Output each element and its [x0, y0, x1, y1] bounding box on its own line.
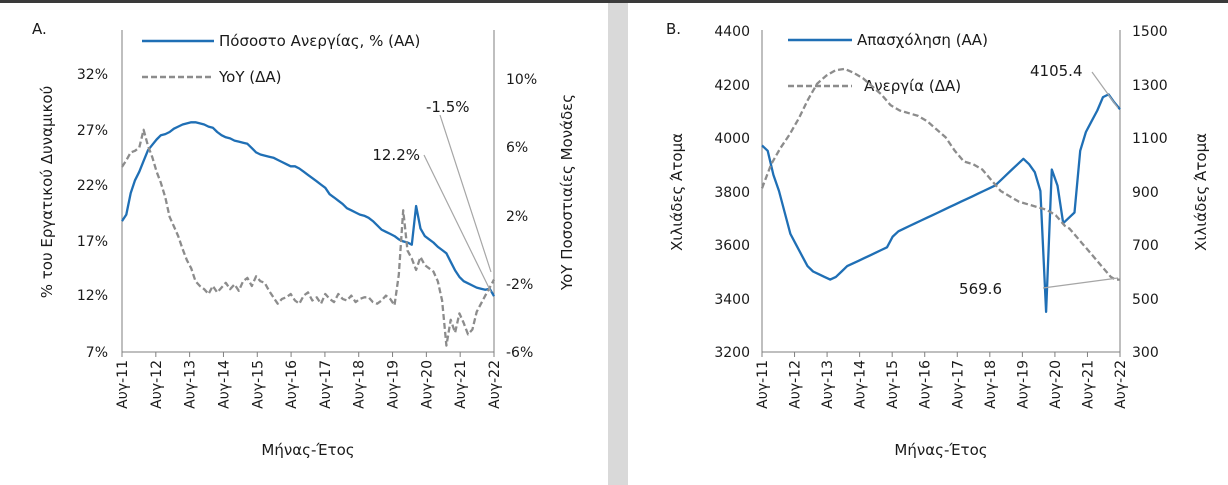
chart-b-right-tick: 1500 — [1132, 24, 1168, 40]
chart-b: B. 3200 3400 3600 3800 4000 4200 4400 30… — [666, 20, 1210, 459]
annotation-label-yoy: -1.5% — [426, 98, 470, 116]
panel-label-b: B. — [666, 20, 681, 38]
chart-b-x-tick-label: Αυγ-15 — [885, 360, 901, 409]
chart-a-right-tick: -6% — [506, 345, 533, 361]
chart-a-x-tick-label: Αυγ-11 — [115, 360, 131, 409]
legend-label-unemployment: Ανεργία (ΔΑ) — [864, 77, 961, 95]
chart-a-x-tick-label: Αυγ-13 — [183, 360, 199, 409]
chart-a-x-tick-label: Αυγ-20 — [419, 360, 435, 409]
chart-b-x-tick-label: Αυγ-17 — [950, 360, 966, 409]
chart-b-x-ticks: Αυγ-11 Αυγ-12 Αυγ-13 Αυγ-14 Αυγ-15 Αυγ-16 Αυγ-… — [755, 352, 1129, 409]
chart-a-right-tick: 10% — [506, 72, 537, 88]
panel-divider — [608, 3, 628, 485]
annotation-label-rate: 12.2% — [372, 146, 420, 164]
chart-b-x-tick-label: Αυγ-18 — [983, 360, 999, 409]
chart-b-axes — [761, 30, 1121, 353]
panel-label-a: A. — [32, 20, 47, 38]
chart-a-series-line-1 — [121, 128, 496, 347]
chart-a-x-tick-label: Αυγ-21 — [453, 360, 469, 409]
chart-b-x-tick-label: Αυγ-16 — [918, 360, 934, 409]
chart-a-x-tick-label: Αυγ-12 — [149, 360, 165, 409]
chart-b-left-ticks: 3200 3400 3600 3800 4000 4200 4400 — [714, 24, 750, 361]
chart-a-x-tick-label: Αυγ-15 — [250, 360, 266, 409]
chart-b-left-tick: 3200 — [714, 345, 750, 361]
chart-b-x-tick-label: Αυγ-21 — [1080, 360, 1096, 409]
chart-b-left-ylabel: Χιλιάδες Άτομα — [668, 133, 686, 251]
chart-a-x-tick-label: Αυγ-22 — [487, 360, 503, 409]
top-border — [0, 0, 1228, 3]
chart-b-legend: Απασχόληση (ΑΑ) Ανεργία (ΔΑ) — [788, 31, 988, 95]
chart-b-x-tick-label: Αυγ-12 — [788, 360, 804, 409]
chart-b-right-ylabel: Χιλιάδες Άτομα — [1192, 133, 1210, 251]
chart-b-right-tick: 1100 — [1132, 131, 1168, 147]
chart-a-x-tick-label: Αυγ-16 — [284, 360, 300, 409]
chart-a-left-tick: 7% — [86, 345, 108, 361]
chart-b-left-tick: 4200 — [714, 78, 750, 94]
annotation-leader-rate — [423, 154, 492, 293]
chart-b-right-tick: 700 — [1132, 238, 1159, 254]
chart-a-x-tick-label: Αυγ-18 — [352, 360, 368, 409]
chart-a-left-tick: 17% — [77, 234, 108, 250]
annotation-leader-unemployment — [1042, 277, 1119, 289]
chart-b-left-tick: 3800 — [714, 185, 750, 201]
chart-b-right-ticks: 300 500 700 900 1100 1300 1500 — [1132, 24, 1168, 361]
chart-a: A. 7% 12% 17% 22% 27% 32% -6% -2% 2% 6% … — [32, 20, 576, 459]
chart-a-x-tick-label: Αυγ-19 — [386, 360, 402, 409]
chart-b-x-tick-label: Αυγ-20 — [1048, 360, 1064, 409]
chart-b-right-tick: 500 — [1132, 292, 1159, 308]
chart-b-left-tick: 3400 — [714, 292, 750, 308]
annotation-label-unemployment: 569.6 — [959, 280, 1002, 298]
chart-a-right-tick: 6% — [506, 140, 528, 156]
chart-a-series-line-0 — [121, 121, 495, 297]
chart-b-right-tick: 1300 — [1132, 78, 1168, 94]
annotation-leader-employment — [1091, 71, 1119, 109]
legend-label-unemployment-rate: Πόσοστο Ανεργίας, % (ΑΑ) — [219, 32, 420, 50]
chart-b-x-tick-label: Αυγ-14 — [853, 360, 869, 409]
annotation-label-employment: 4105.4 — [1030, 62, 1083, 80]
chart-a-axes — [121, 30, 495, 353]
chart-b-x-tick-label: Αυγ-11 — [755, 360, 771, 409]
chart-a-x-tick-label: Αυγ-17 — [318, 360, 334, 409]
chart-a-right-ylabel: YoY Ποσοστιαίες Μονάδες — [558, 94, 576, 291]
chart-a-left-tick: 22% — [77, 178, 108, 194]
chart-a-series — [121, 121, 496, 347]
chart-a-left-ticks: 7% 12% 17% 22% 27% 32% — [77, 67, 108, 361]
chart-a-legend: Πόσοστο Ανεργίας, % (ΑΑ) YoY (ΔΑ) — [142, 32, 420, 86]
chart-a-xlabel: Μήνας-Έτος — [261, 441, 354, 459]
chart-b-right-tick: 900 — [1132, 185, 1159, 201]
chart-a-left-tick: 27% — [77, 123, 108, 139]
legend-label-yoy: YoY (ΔΑ) — [218, 68, 282, 86]
chart-a-left-ylabel: % του Εργατικού Δυναμικού — [38, 86, 56, 299]
chart-b-x-tick-label: Αυγ-19 — [1015, 360, 1031, 409]
chart-b-x-tick-label: Αυγ-13 — [820, 360, 836, 409]
chart-a-right-ticks: -6% -2% 2% 6% 10% — [506, 72, 537, 361]
chart-b-xlabel: Μήνας-Έτος — [894, 441, 987, 459]
chart-b-series — [760, 67, 1121, 313]
chart-a-x-tick-label: Αυγ-14 — [216, 360, 232, 409]
chart-a-left-tick: 32% — [77, 67, 108, 83]
chart-b-series-line-1 — [760, 67, 1120, 281]
chart-a-x-ticks: Αυγ-11 Αυγ-12 Αυγ-13 Αυγ-14 Αυγ-15 Αυγ-16 Αυγ-… — [115, 352, 503, 409]
annotation-leader-yoy — [439, 114, 492, 273]
chart-b-x-tick-label: Αυγ-22 — [1113, 360, 1129, 409]
chart-b-series-line-0 — [761, 93, 1121, 313]
chart-b-annotations: 4105.4 569.6 — [959, 62, 1119, 298]
chart-a-annotations: 12.2% -1.5% — [372, 98, 492, 293]
legend-label-employment: Απασχόληση (ΑΑ) — [857, 31, 988, 49]
chart-a-right-tick: 2% — [506, 209, 528, 225]
chart-a-left-tick: 12% — [77, 288, 108, 304]
chart-b-right-tick: 300 — [1132, 345, 1159, 361]
chart-a-right-tick: -2% — [506, 277, 533, 293]
chart-b-left-tick: 4000 — [714, 131, 750, 147]
chart-b-left-tick: 3600 — [714, 238, 750, 254]
chart-b-left-tick: 4400 — [714, 24, 750, 40]
